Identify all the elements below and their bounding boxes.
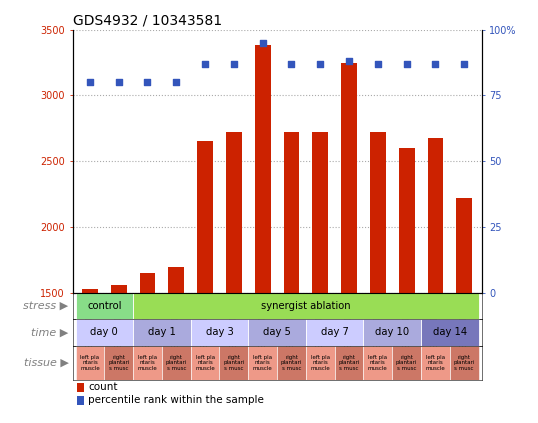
Text: right
plantari
s musc: right plantari s musc [108,355,129,371]
Text: day 0: day 0 [90,327,118,338]
Text: percentile rank within the sample: percentile rank within the sample [88,395,264,405]
Point [345,58,353,65]
Bar [197,142,213,293]
Bar [335,346,364,380]
Point [143,79,152,85]
Bar [370,132,386,293]
Bar [364,319,421,346]
Text: left pla
ntaris
muscle: left pla ntaris muscle [253,355,273,371]
Point [258,39,267,46]
Bar [421,319,479,346]
Bar [190,346,220,380]
Bar [77,382,84,392]
Bar [248,346,277,380]
Text: stress ▶: stress ▶ [24,301,68,311]
Bar [75,319,133,346]
Bar [77,396,84,405]
Bar [190,319,248,346]
Text: tissue ▶: tissue ▶ [24,357,68,368]
Text: right
plantari
s musc: right plantari s musc [166,355,187,371]
Bar [284,132,299,293]
Bar [364,346,392,380]
Bar [421,346,450,380]
Text: left pla
ntaris
muscle: left pla ntaris muscle [368,355,388,371]
Bar [220,346,248,380]
Text: time ▶: time ▶ [31,327,68,338]
Text: day 1: day 1 [148,327,176,338]
Point [86,79,94,85]
Text: synergist ablation: synergist ablation [261,301,351,311]
Point [115,79,123,85]
Text: GDS4932 / 10343581: GDS4932 / 10343581 [73,13,222,27]
Bar [162,346,190,380]
Bar [306,346,335,380]
Text: day 10: day 10 [375,327,409,338]
Bar [75,293,133,319]
Bar [428,137,443,293]
Text: left pla
ntaris
muscle: left pla ntaris muscle [80,355,100,371]
Text: left pla
ntaris
muscle: left pla ntaris muscle [195,355,215,371]
Bar [133,319,190,346]
Point [460,60,469,67]
Text: day 7: day 7 [321,327,349,338]
Bar [399,148,415,293]
Point [316,60,324,67]
Bar [104,346,133,380]
Text: right
plantari
s musc: right plantari s musc [281,355,302,371]
Bar [392,346,421,380]
Point [373,60,382,67]
Text: right
plantari
s musc: right plantari s musc [338,355,360,371]
Bar [456,198,472,293]
Point [431,60,440,67]
Text: count: count [88,382,118,392]
Bar [313,132,328,293]
Bar [450,346,479,380]
Bar [306,319,364,346]
Bar [226,132,242,293]
Text: day 14: day 14 [433,327,467,338]
Text: day 3: day 3 [206,327,233,338]
Text: right
plantari
s musc: right plantari s musc [396,355,417,371]
Text: left pla
ntaris
muscle: left pla ntaris muscle [138,355,158,371]
Text: left pla
ntaris
muscle: left pla ntaris muscle [310,355,330,371]
Text: right
plantari
s musc: right plantari s musc [223,355,245,371]
Bar [133,293,479,319]
Bar [139,273,155,293]
Bar [82,289,98,293]
Point [287,60,296,67]
Bar [133,346,162,380]
Bar [75,346,104,380]
Text: right
plantari
s musc: right plantari s musc [454,355,475,371]
Bar [341,63,357,293]
Bar [255,45,271,293]
Bar [248,319,306,346]
Point [402,60,411,67]
Bar [168,266,184,293]
Point [230,60,238,67]
Bar [277,346,306,380]
Point [201,60,209,67]
Bar [111,285,126,293]
Point [172,79,181,85]
Text: day 5: day 5 [263,327,291,338]
Text: control: control [87,301,122,311]
Text: left pla
ntaris
muscle: left pla ntaris muscle [426,355,445,371]
